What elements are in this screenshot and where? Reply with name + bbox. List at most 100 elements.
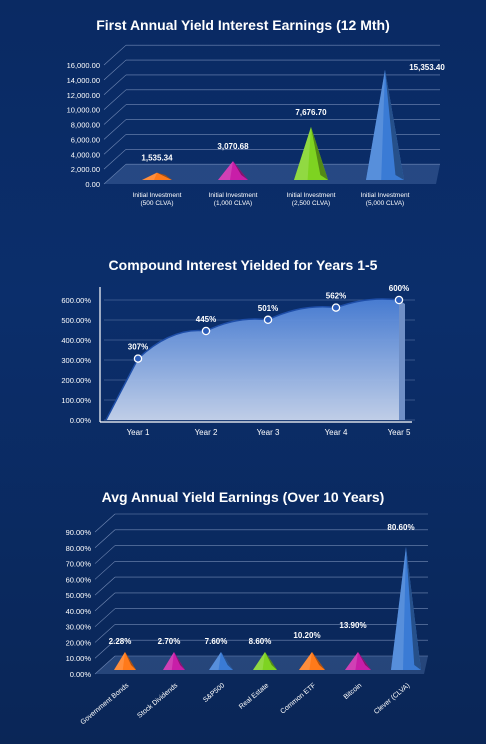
- chart1-bar-highlight: [294, 126, 311, 180]
- chart3-grid-slant: [94, 529, 116, 549]
- chart2-x-tick-label: Year 3: [257, 428, 280, 437]
- chart3-category-label: Bitcoin: [343, 682, 364, 701]
- chart3-category-label: Stock Dividends: [136, 682, 179, 720]
- chart1-category-label: (2,500 CLVA): [292, 200, 330, 207]
- chart1-category-label: Initial Investment: [361, 192, 410, 199]
- chart3-data-label: 8.60%: [249, 637, 272, 646]
- chart3-bar-highlight: [345, 652, 358, 670]
- chart1-grid-slant: [103, 74, 127, 95]
- chart3-y-tick-label: 50.00%: [66, 591, 92, 600]
- chart3-bar-side: [221, 652, 233, 670]
- chart1-y-tick-label: 12,000.00: [67, 91, 100, 100]
- chart3-bar: [253, 652, 277, 670]
- chart3-y-tick-label: 0.00%: [70, 670, 92, 679]
- chart1-bar-side: [233, 161, 248, 180]
- chart1-grid-slant: [103, 104, 127, 125]
- chart3-bar: [114, 652, 136, 670]
- chart3-bar-highlight: [209, 652, 221, 670]
- chart2-data-label: 307%: [128, 343, 148, 352]
- chart1-category-label: Initial Investment: [287, 192, 336, 199]
- chart3-grid-slant: [94, 576, 116, 596]
- chart1-grid-slant: [103, 119, 127, 140]
- chart1-bar-highlight: [366, 69, 385, 180]
- chart1-category-label: Initial Investment: [133, 192, 182, 199]
- chart3-bar-side: [125, 652, 136, 670]
- chart3-title: Avg Annual Yield Earnings (Over 10 Years…: [102, 489, 385, 505]
- chart1-data-label: 3,070.68: [217, 142, 249, 151]
- chart3-category-label: Common ETF: [279, 682, 317, 715]
- chart2-data-label: 445%: [196, 315, 216, 324]
- chart2-y-tick-label: 400.00%: [61, 336, 91, 345]
- chart3-grid-slant: [94, 608, 116, 627]
- chart-avg-annual-yield: Avg Annual Yield Earnings (Over 10 Years…: [66, 489, 428, 726]
- chart1-grid-slant: [103, 89, 127, 110]
- chart1-grid-slant: [103, 149, 127, 170]
- chart2-point: [394, 295, 404, 305]
- chart3-bar: [209, 652, 233, 670]
- chart2-y-tick-label: 100.00%: [61, 396, 91, 405]
- chart3-grid-slant: [94, 624, 116, 643]
- chart3-grid-slant: [94, 561, 116, 580]
- chart1-category-label: (1,000 CLVA): [214, 200, 252, 207]
- chart2-point: [263, 315, 273, 325]
- chart3-bar-highlight: [299, 652, 312, 670]
- chart2-area-side: [399, 300, 405, 420]
- chart3-data-label: 80.60%: [387, 523, 414, 532]
- chart3-bar-highlight: [114, 652, 125, 670]
- chart1-bar: [294, 126, 328, 180]
- chart1-y-tick-label: 6,000.00: [71, 135, 100, 144]
- chart1-bar-side: [157, 172, 172, 180]
- chart1-title: First Annual Yield Interest Earnings (12…: [96, 17, 390, 33]
- chart1-y-tick-label: 2,000.00: [71, 165, 100, 174]
- chart1-bar: [142, 172, 172, 180]
- chart3-y-tick-label: 30.00%: [66, 623, 92, 632]
- chart2-area: [106, 298, 399, 420]
- chart2-y-tick-label: 500.00%: [61, 316, 91, 325]
- chart2-point: [133, 354, 143, 363]
- chart1-y-tick-label: 4,000.00: [71, 150, 100, 159]
- chart2-data-label: 501%: [258, 304, 278, 313]
- chart1-category-label: (500 CLVA): [141, 200, 174, 207]
- chart1-data-label: 15,353.40: [409, 63, 445, 72]
- chart3-data-label: 7.60%: [205, 637, 228, 646]
- chart3-bar-side: [312, 652, 325, 670]
- chart3-bar-side: [174, 652, 185, 670]
- chart3-grid-slant: [94, 545, 116, 564]
- chart3-bar-highlight: [253, 652, 265, 670]
- chart1-category-label: (5,000 CLVA): [366, 200, 404, 207]
- chart3-grid-slant: [94, 639, 116, 659]
- chart-first-annual-yield: First Annual Yield Interest Earnings (12…: [67, 17, 446, 207]
- chart2-title: Compound Interest Yielded for Years 1-5: [109, 257, 378, 273]
- chart1-y-tick-label: 14,000.00: [67, 76, 100, 85]
- chart2-point: [331, 303, 341, 312]
- chart3-data-label: 2.28%: [109, 637, 132, 646]
- chart3-data-label: 10.20%: [293, 631, 320, 640]
- chart1-bar-highlight: [142, 172, 157, 180]
- chart3-grid-slant: [94, 655, 116, 675]
- chart1-y-tick-label: 8,000.00: [71, 121, 100, 130]
- chart2-x-tick-label: Year 4: [325, 428, 348, 437]
- chart3-bar-side: [265, 652, 277, 670]
- chart1-bar: [218, 161, 248, 180]
- chart2-data-label: 562%: [326, 292, 346, 301]
- chart3-bar-side: [358, 652, 371, 670]
- chart2-y-tick-label: 0.00%: [70, 416, 92, 425]
- chart1-grid-slant: [103, 44, 127, 66]
- chart1-bar-side: [311, 126, 328, 180]
- chart3-category-label: Real Estate: [238, 682, 270, 711]
- chart2-x-tick-label: Year 1: [127, 428, 150, 437]
- chart3-y-tick-label: 40.00%: [66, 607, 92, 616]
- chart2-x-tick-label: Year 2: [195, 428, 218, 437]
- chart1-data-label: 7,676.70: [295, 108, 327, 117]
- chart1-category-label: Initial Investment: [209, 192, 258, 199]
- chart3-category-label: S&P500: [202, 682, 226, 704]
- chart2-y-tick-label: 200.00%: [61, 376, 91, 385]
- chart1-bar: [366, 69, 404, 180]
- chart1-data-label: 1,535.34: [141, 154, 173, 163]
- chart2-point: [201, 326, 211, 336]
- chart1-floor: [104, 164, 440, 184]
- chart3-bar: [299, 652, 325, 670]
- chart3-category-label: Clever (CLVA): [373, 682, 411, 716]
- chart1-grid-slant: [103, 163, 127, 185]
